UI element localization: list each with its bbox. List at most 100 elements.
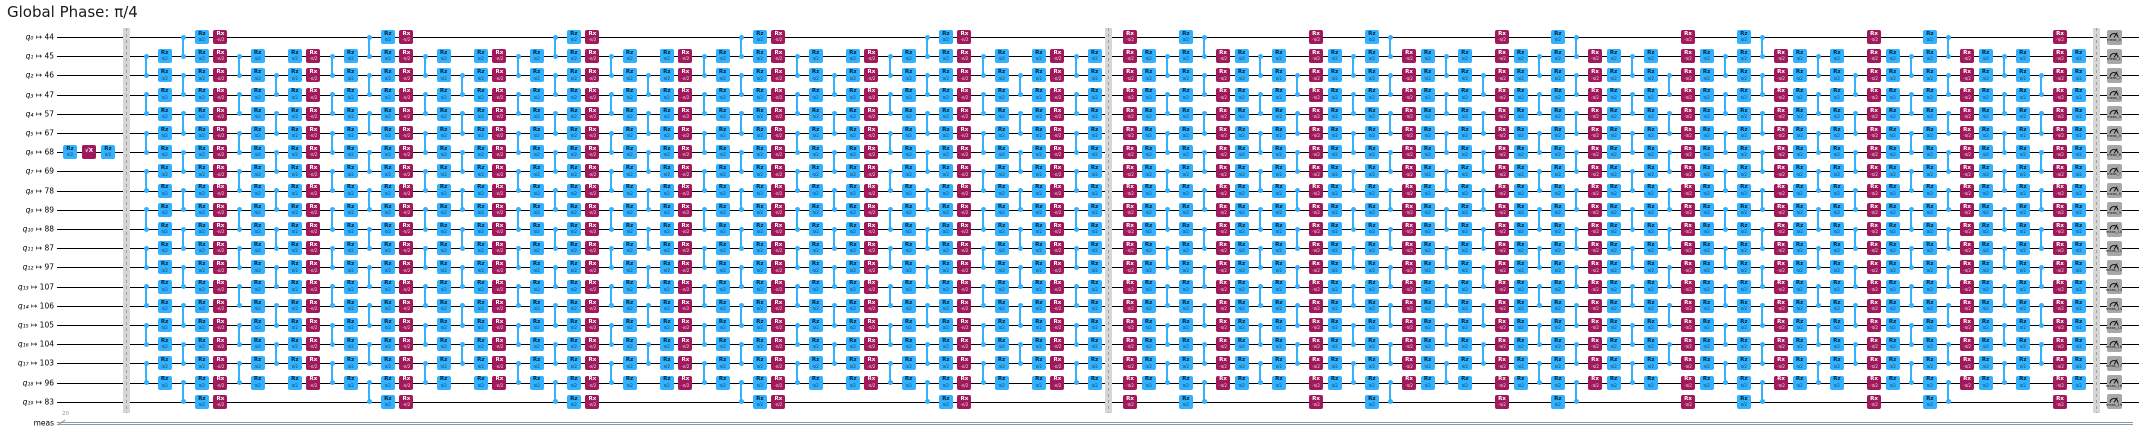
cz-connector: [182, 75, 185, 95]
gate-angle: π/2: [477, 94, 484, 100]
rx-gate: Rx -π/2: [1681, 298, 1695, 313]
cz-dot: [1294, 303, 1300, 309]
gate-angle: π/2: [1275, 75, 1282, 81]
rz-gate: Rz π/2: [157, 68, 172, 83]
cz-dot: [1759, 226, 1765, 232]
cz-dot: [1164, 149, 1170, 155]
gate-label: Rx: [960, 165, 969, 172]
gate-angle: π/2: [291, 94, 298, 100]
gate-label: Rz: [625, 318, 634, 325]
rz-gate: Rz π/2: [938, 49, 953, 64]
rz-gate: Rz π/2: [529, 298, 544, 313]
gate-label: Rx: [1053, 88, 1062, 95]
gate-label: Rx: [1870, 376, 1878, 383]
cz-connector: [1947, 37, 1950, 57]
gate-label: Rz: [1926, 126, 1934, 133]
gate-label: Rz: [2074, 376, 2083, 383]
gate-label: Rz: [997, 337, 1006, 344]
gate-label: Rx: [681, 241, 690, 248]
rz-gate: Rz π/2: [343, 87, 358, 102]
cz-dot: [1443, 207, 1449, 213]
gate-angle: π/2: [1275, 363, 1282, 369]
gate-label: Rx: [1591, 299, 1599, 306]
gate-label: Rz: [1182, 30, 1190, 37]
gate-label: Rx: [867, 203, 876, 210]
cz-dot: [1257, 264, 1263, 270]
cz-dot: [608, 207, 614, 213]
cz-dot: [1536, 111, 1542, 117]
rx-gate: Rx -π/2: [1960, 87, 1974, 102]
cz-dot: [1536, 380, 1542, 386]
gate-angle: π/2: [998, 382, 1005, 388]
rx-gate: Rx -π/2: [1123, 68, 1137, 83]
gate-angle: π/2: [1554, 402, 1561, 408]
gate-angle: -π/2: [1963, 248, 1971, 254]
rz-gate: Rz π/2: [2071, 106, 2086, 121]
rz-gate: Rz π/2: [1234, 164, 1249, 179]
rz-gate: Rz π/2: [901, 87, 916, 102]
gate-angle: -π/2: [867, 325, 876, 331]
cz-dot: [459, 322, 465, 328]
cz-dot: [422, 226, 428, 232]
gate-label: Rx: [588, 318, 597, 325]
gate-angle: π/2: [1424, 248, 1431, 254]
gate-angle: -π/2: [1053, 267, 1062, 273]
gate-angle: -π/2: [1126, 382, 1134, 388]
cz-dot: [1257, 226, 1263, 232]
rz-gate: Rz π/2: [1234, 106, 1249, 121]
gate-angle: π/2: [1796, 152, 1803, 158]
gate-angle: -π/2: [588, 402, 597, 408]
gate-angle: π/2: [1796, 267, 1803, 273]
rz-gate: Rz π/2: [2015, 337, 2030, 352]
gate-label: Rz: [1740, 203, 1748, 210]
gate-label: Rx: [1219, 107, 1227, 114]
rz-gate: Rz π/2: [1606, 260, 1621, 275]
rz-gate: Rz π/2: [157, 202, 172, 217]
gate-label: Rz: [1237, 222, 1246, 229]
gate-label: Rz: [1237, 203, 1246, 210]
gate-label: Rx: [1870, 299, 1878, 306]
gate-angle: -π/2: [1053, 382, 1062, 388]
rx-gate: Rx -π/2: [585, 337, 600, 352]
gate-label: Rz: [997, 241, 1006, 248]
cz-connector: [517, 94, 519, 114]
cz-dot: [1573, 168, 1579, 174]
rz-gate: Rz π/2: [1699, 279, 1714, 294]
gate-angle: π/2: [812, 363, 819, 369]
gate-label: Rz: [2074, 241, 2083, 248]
rx-gate: Rx -π/2: [1123, 279, 1137, 294]
gate-label: Rx: [960, 280, 969, 287]
cz-dot: [1257, 245, 1263, 251]
gate-angle: -π/2: [1498, 306, 1506, 312]
gate-angle: π/2: [1517, 306, 1524, 312]
gate-label: Rz: [1981, 107, 1990, 114]
cz-connector: [1668, 113, 1671, 133]
gate-label: Rz: [291, 357, 299, 364]
cz-connector: [1445, 171, 1448, 191]
rx-gate: Rx -π/2: [1867, 87, 1881, 102]
cz-connector: [238, 286, 240, 306]
cz-dot: [645, 72, 651, 78]
cz-connector: [1724, 171, 1727, 191]
rz-gate: Rz π/2: [287, 87, 302, 102]
gate-angle: π/2: [1182, 171, 1189, 177]
gate-angle: -π/2: [1870, 363, 1878, 369]
rx-gate: Rx -π/2: [585, 68, 600, 83]
gate-label: Rx: [1126, 318, 1134, 325]
gate-label: Rx: [1405, 203, 1413, 210]
rz-gate: Rz π/2: [1364, 318, 1379, 332]
gate-label: Rz: [904, 318, 913, 325]
gate-label: Rx: [1684, 165, 1692, 172]
rz-gate: Rz π/2: [901, 106, 916, 121]
cz-connector: [926, 152, 929, 172]
rz-gate: Rz π/2: [343, 337, 358, 352]
rz-gate: Rz π/2: [938, 106, 953, 121]
rx-gate: Rx -π/2: [492, 222, 507, 236]
cz-dot: [1257, 360, 1263, 366]
cz-connector: [2040, 267, 2043, 287]
rx-gate: Rx -π/2: [213, 106, 228, 121]
cz-dot: [2001, 284, 2007, 290]
gate-angle: π/2: [1926, 286, 1933, 292]
gate-label: Rz: [253, 222, 262, 229]
cz-dot: [1073, 245, 1079, 251]
